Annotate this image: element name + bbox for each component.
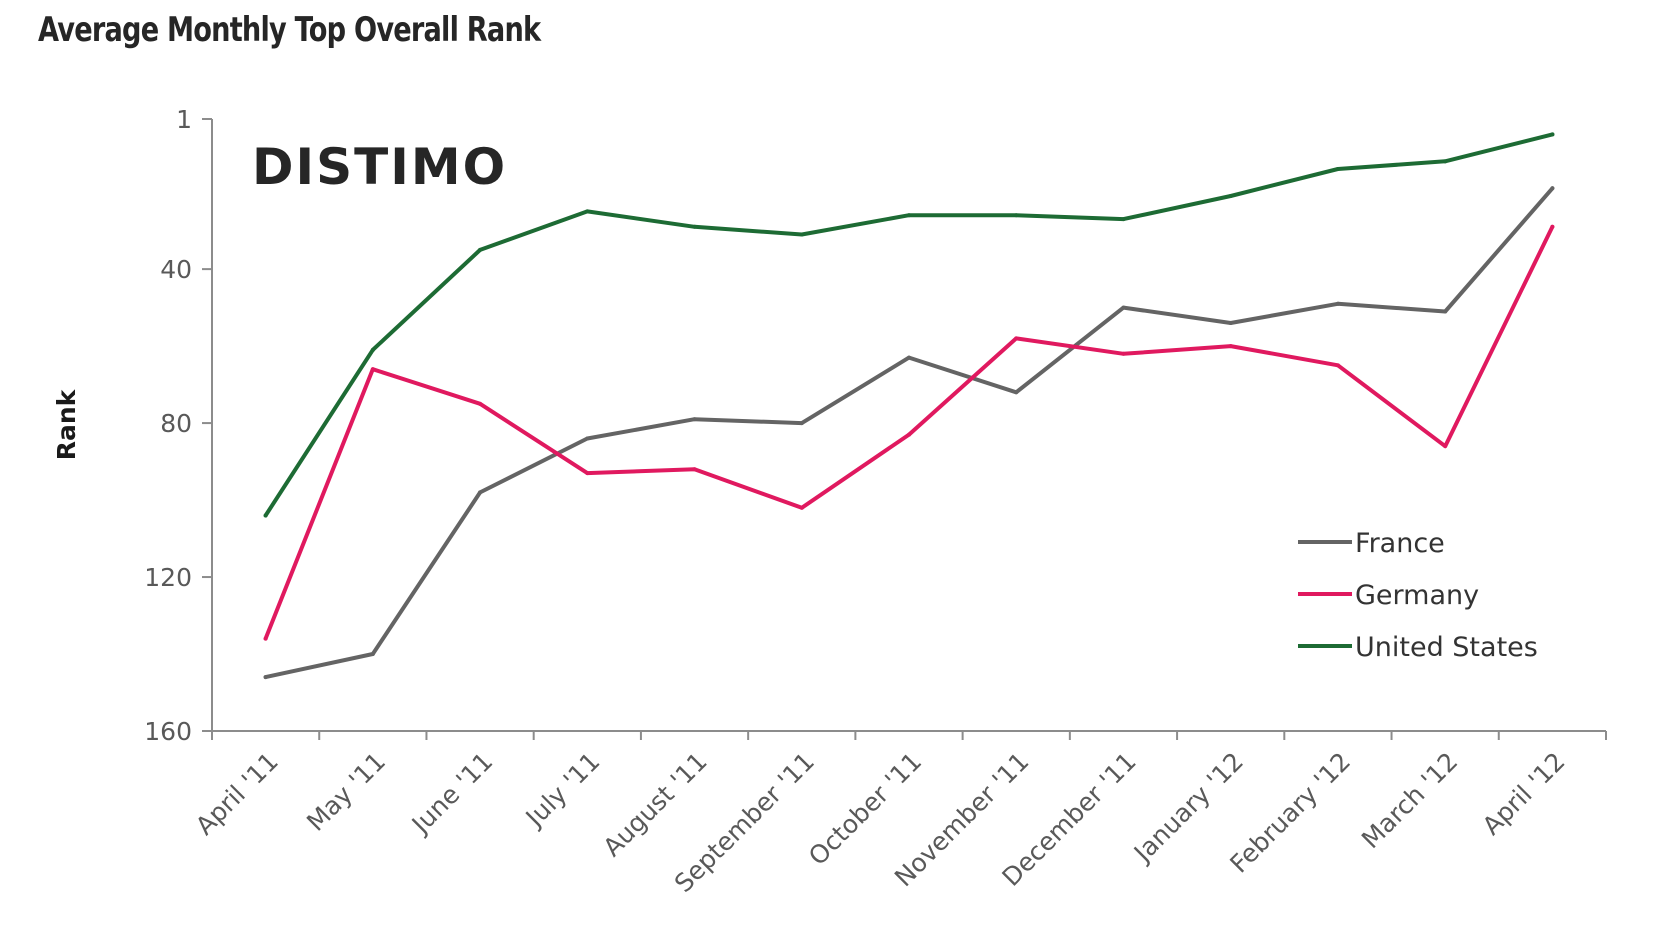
data-point	[478, 490, 483, 495]
x-tick-label: April '12	[1477, 747, 1571, 841]
data-point	[1121, 217, 1126, 222]
data-point	[692, 417, 697, 422]
y-tick-label: 40	[160, 255, 192, 284]
data-point	[585, 471, 590, 476]
data-point	[1014, 390, 1019, 395]
data-point	[1228, 344, 1233, 349]
data-point	[1335, 167, 1340, 172]
data-point	[692, 467, 697, 472]
distimo-watermark: DISTIMO	[252, 138, 507, 196]
data-point	[799, 505, 804, 510]
data-point	[585, 209, 590, 214]
data-point	[1228, 193, 1233, 198]
x-tick-label: April '11	[190, 747, 284, 841]
data-point	[1550, 224, 1555, 229]
legend-label: France	[1355, 528, 1445, 559]
data-point	[1014, 336, 1019, 341]
data-point	[370, 367, 375, 372]
data-point	[263, 675, 268, 680]
data-point	[1121, 351, 1126, 356]
data-point	[1335, 363, 1340, 368]
data-point	[585, 436, 590, 441]
data-point	[1228, 321, 1233, 325]
y-tick-label: 80	[160, 409, 192, 438]
series-lines	[263, 132, 1555, 680]
data-point	[1443, 444, 1448, 449]
y-tick-label: 1	[176, 105, 192, 134]
x-tick-label: May '11	[301, 747, 391, 837]
legend-label: United States	[1355, 632, 1538, 663]
data-point	[1014, 213, 1019, 218]
data-point	[1550, 186, 1555, 191]
data-point	[692, 224, 697, 229]
data-point	[370, 652, 375, 657]
y-tick-label: 160	[144, 717, 192, 746]
data-point	[1443, 309, 1448, 314]
data-point	[1443, 159, 1448, 164]
y-axis-label: Rank	[52, 388, 81, 460]
data-point	[1550, 132, 1555, 137]
data-point	[1121, 305, 1126, 310]
x-tick-label: July '11	[519, 747, 606, 834]
data-point	[478, 247, 483, 252]
data-point	[907, 213, 911, 218]
data-point	[263, 513, 268, 518]
y-tick-label: 120	[144, 563, 192, 592]
chart-title: Average Monthly Top Overall Rank	[38, 10, 541, 50]
x-tick-label: August '11	[597, 747, 712, 862]
legend: France Germany United States	[1298, 528, 1538, 663]
data-point	[370, 347, 375, 352]
data-point	[478, 401, 483, 406]
data-point	[907, 432, 911, 437]
data-point	[263, 636, 268, 641]
data-point	[799, 232, 804, 237]
x-tick-label: June '11	[405, 747, 498, 840]
data-point	[1335, 301, 1340, 306]
data-point	[907, 355, 911, 360]
legend-label: Germany	[1355, 580, 1479, 611]
x-tick-label: March '12	[1356, 747, 1463, 854]
data-point	[799, 421, 804, 426]
